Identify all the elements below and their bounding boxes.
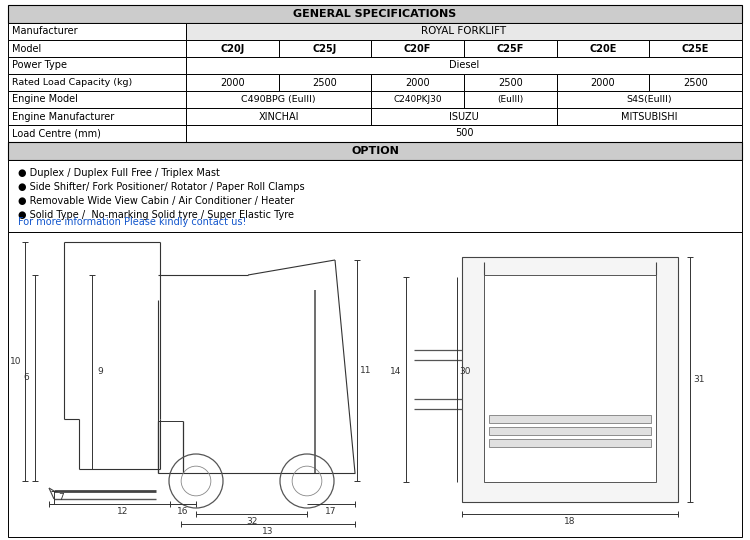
Bar bbox=[484, 275, 656, 482]
Text: Manufacturer: Manufacturer bbox=[12, 26, 78, 37]
Text: C25F: C25F bbox=[496, 44, 524, 53]
Bar bbox=[279, 40, 371, 57]
Text: ● Solid Type /  No-marking Solid tyre / Super Elastic Tyre: ● Solid Type / No-marking Solid tyre / S… bbox=[18, 210, 294, 220]
Text: ● Side Shifter/ Fork Positioner/ Rotator / Paper Roll Clamps: ● Side Shifter/ Fork Positioner/ Rotator… bbox=[18, 182, 304, 192]
Text: ROYAL FORKLIFT: ROYAL FORKLIFT bbox=[422, 26, 506, 37]
Bar bbox=[186, 23, 742, 40]
Bar bbox=[279, 74, 371, 91]
Text: 11: 11 bbox=[360, 366, 372, 375]
Text: Engine Model: Engine Model bbox=[12, 94, 78, 105]
Text: 16: 16 bbox=[177, 508, 189, 516]
Bar bbox=[186, 91, 371, 108]
Text: C20J: C20J bbox=[220, 44, 245, 53]
Bar bbox=[489, 415, 651, 423]
Text: 500: 500 bbox=[454, 129, 473, 138]
Text: 2500: 2500 bbox=[498, 78, 523, 87]
Text: XINCHAI: XINCHAI bbox=[259, 111, 299, 122]
Text: C490BPG (EuIII): C490BPG (EuIII) bbox=[242, 95, 316, 104]
Bar bbox=[8, 40, 186, 57]
Text: Engine Manufacturer: Engine Manufacturer bbox=[12, 111, 114, 122]
Text: For more information Please kindly contact us!: For more information Please kindly conta… bbox=[18, 217, 246, 227]
Bar bbox=[8, 108, 186, 125]
Text: 2500: 2500 bbox=[683, 78, 708, 87]
Text: C240PKJ30: C240PKJ30 bbox=[393, 95, 442, 104]
Text: C20E: C20E bbox=[590, 44, 616, 53]
Text: 18: 18 bbox=[564, 517, 576, 526]
Text: 14: 14 bbox=[390, 367, 402, 376]
Bar bbox=[371, 108, 556, 125]
Bar bbox=[371, 74, 464, 91]
Text: C25E: C25E bbox=[682, 44, 710, 53]
Text: 30: 30 bbox=[459, 367, 471, 376]
Text: Model: Model bbox=[12, 44, 41, 53]
Text: Load Centre (mm): Load Centre (mm) bbox=[12, 129, 100, 138]
Bar bbox=[186, 57, 742, 74]
Text: ● Removable Wide View Cabin / Air Conditioner / Heater: ● Removable Wide View Cabin / Air Condit… bbox=[18, 196, 294, 206]
Text: 2000: 2000 bbox=[591, 78, 615, 87]
Text: ● Duplex / Duplex Full Free / Triplex Mast: ● Duplex / Duplex Full Free / Triplex Ma… bbox=[18, 168, 220, 178]
Text: 9: 9 bbox=[98, 368, 103, 376]
Bar bbox=[650, 74, 742, 91]
Bar bbox=[464, 91, 556, 108]
Text: MITSUBISHI: MITSUBISHI bbox=[621, 111, 677, 122]
Text: 10: 10 bbox=[10, 357, 22, 366]
Text: Diesel: Diesel bbox=[448, 60, 479, 71]
Text: ISUZU: ISUZU bbox=[449, 111, 479, 122]
Text: Rated Load Capacity (kg): Rated Load Capacity (kg) bbox=[12, 78, 132, 87]
Bar bbox=[8, 125, 186, 142]
Bar bbox=[8, 23, 186, 40]
Bar bbox=[462, 257, 678, 502]
Bar bbox=[489, 439, 651, 447]
Bar bbox=[8, 74, 186, 91]
Bar bbox=[8, 91, 186, 108]
Bar bbox=[464, 74, 556, 91]
Bar bbox=[371, 40, 464, 57]
Text: C25J: C25J bbox=[313, 44, 338, 53]
Text: 17: 17 bbox=[326, 508, 337, 516]
Text: 31: 31 bbox=[693, 375, 705, 384]
Text: 2000: 2000 bbox=[405, 78, 430, 87]
Text: 2000: 2000 bbox=[220, 78, 245, 87]
Text: OPTION: OPTION bbox=[351, 146, 399, 156]
Bar bbox=[186, 40, 279, 57]
Text: 12: 12 bbox=[117, 508, 128, 516]
Text: (EuIII): (EuIII) bbox=[497, 95, 523, 104]
Bar bbox=[489, 427, 651, 435]
Bar bbox=[186, 74, 279, 91]
Bar bbox=[8, 160, 742, 232]
Bar bbox=[371, 91, 464, 108]
Text: GENERAL SPECIFICATIONS: GENERAL SPECIFICATIONS bbox=[293, 9, 457, 19]
Text: 6: 6 bbox=[23, 374, 28, 382]
Bar bbox=[8, 57, 186, 74]
Bar bbox=[556, 74, 650, 91]
Text: 32: 32 bbox=[246, 517, 257, 526]
Bar bbox=[186, 108, 371, 125]
Bar bbox=[8, 232, 742, 537]
Bar bbox=[556, 108, 742, 125]
Bar bbox=[556, 40, 650, 57]
Bar bbox=[556, 91, 742, 108]
Bar bbox=[186, 125, 742, 142]
Bar bbox=[650, 40, 742, 57]
Text: C20F: C20F bbox=[404, 44, 431, 53]
Text: Power Type: Power Type bbox=[12, 60, 67, 71]
Bar bbox=[8, 142, 742, 160]
Text: 7: 7 bbox=[58, 493, 64, 502]
Text: 2500: 2500 bbox=[313, 78, 338, 87]
Text: 13: 13 bbox=[262, 528, 274, 537]
Text: S4S(EuIII): S4S(EuIII) bbox=[626, 95, 672, 104]
Bar bbox=[464, 40, 556, 57]
Bar bbox=[8, 5, 742, 23]
